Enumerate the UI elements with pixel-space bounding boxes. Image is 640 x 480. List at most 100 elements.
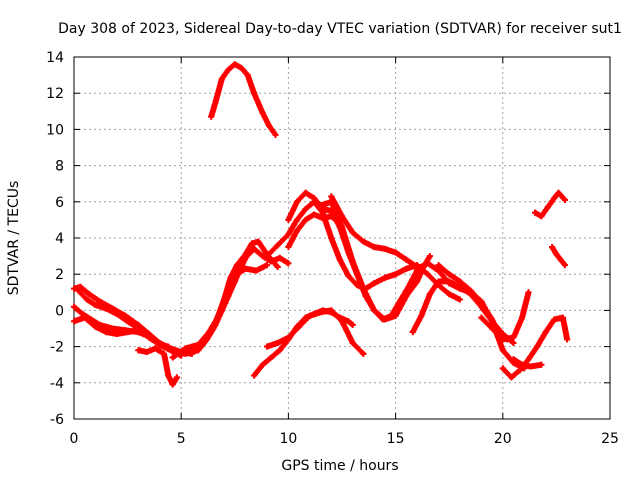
data-point [218, 75, 225, 82]
data-point [499, 336, 506, 343]
data-point [263, 253, 270, 260]
data-point [248, 240, 255, 247]
data-point [542, 329, 549, 336]
y-tick-label: 4 [55, 231, 64, 247]
data-point [169, 381, 176, 388]
data-point [161, 350, 168, 357]
data-point [519, 361, 526, 368]
data-point [371, 244, 378, 251]
data-point [251, 245, 258, 252]
data-point [71, 285, 77, 292]
data-point [302, 206, 309, 213]
data-point [173, 374, 180, 381]
data-point [519, 314, 526, 321]
data-point [317, 309, 324, 316]
data-point [225, 287, 232, 294]
data-point [527, 363, 534, 370]
data-point [165, 343, 172, 350]
data-point [122, 327, 129, 334]
data-point [478, 314, 485, 321]
data-point [551, 195, 558, 202]
data-point [559, 314, 566, 321]
data-point [345, 273, 352, 280]
data-point [328, 307, 335, 314]
data-point [349, 229, 356, 236]
data-point [516, 367, 523, 374]
data-point [446, 280, 453, 287]
data-point [103, 329, 110, 336]
data-point [71, 318, 77, 325]
data-point [549, 244, 556, 251]
series-arc-late-5 [478, 289, 532, 343]
data-point [259, 361, 266, 368]
series-arc-late-4 [499, 314, 571, 381]
data-point [293, 227, 300, 234]
grid-lines [74, 57, 610, 419]
data-point [538, 213, 545, 220]
data-point [345, 318, 352, 325]
data-point [79, 311, 86, 318]
data-point [403, 256, 410, 263]
data-point [293, 198, 300, 205]
data-point [499, 347, 506, 354]
data-point [435, 267, 442, 274]
y-tick-label: -2 [50, 340, 64, 356]
data-point [328, 235, 335, 241]
data-point [88, 316, 95, 323]
y-tick-label: 8 [55, 159, 64, 175]
data-point [285, 334, 292, 341]
series-arc-early-4 [71, 303, 150, 339]
data-point [274, 242, 281, 249]
data-point [564, 336, 571, 343]
x-tick-label: 5 [177, 431, 186, 447]
data-point [253, 267, 260, 274]
data-point [489, 325, 496, 332]
data-point [435, 262, 442, 269]
data-point [414, 278, 421, 285]
data-point [561, 196, 568, 203]
x-tick-label: 20 [494, 431, 512, 447]
data-point [336, 256, 343, 263]
series-arc-noon-5 [285, 211, 343, 251]
data-point [182, 350, 189, 357]
data-point [124, 318, 131, 325]
data-point [339, 318, 345, 325]
data-point [311, 211, 318, 218]
data-point [266, 122, 273, 129]
data-point [251, 90, 258, 97]
data-point [446, 271, 453, 278]
data-point [263, 343, 270, 350]
data-point [167, 347, 174, 354]
data-point [426, 291, 433, 298]
series-arc-rise-3 [169, 262, 270, 361]
data-point [381, 245, 388, 252]
data-point [328, 213, 335, 220]
data-point [555, 189, 562, 196]
data-point [208, 113, 215, 120]
data-point [233, 262, 240, 269]
data-point [456, 296, 463, 303]
data-point [426, 253, 433, 260]
data-point [339, 213, 345, 220]
series-arc-end-mid [549, 244, 568, 269]
x-tick-label: 15 [387, 431, 405, 447]
data-point [242, 251, 249, 258]
data-point [268, 354, 275, 361]
data-point [551, 316, 558, 323]
data-point [392, 271, 399, 278]
data-point [510, 339, 517, 346]
data-point [263, 262, 270, 269]
series-arc-late-6 [510, 356, 545, 370]
data-point [285, 216, 292, 223]
data-point [83, 296, 90, 303]
data-point [403, 265, 410, 272]
data-point [135, 329, 142, 336]
data-point [195, 341, 202, 348]
data-point [255, 238, 262, 245]
data-point [525, 356, 532, 363]
data-point [251, 372, 258, 379]
data-point [293, 216, 300, 223]
data-point [414, 265, 421, 272]
data-point [272, 131, 279, 138]
data-point [424, 260, 431, 267]
